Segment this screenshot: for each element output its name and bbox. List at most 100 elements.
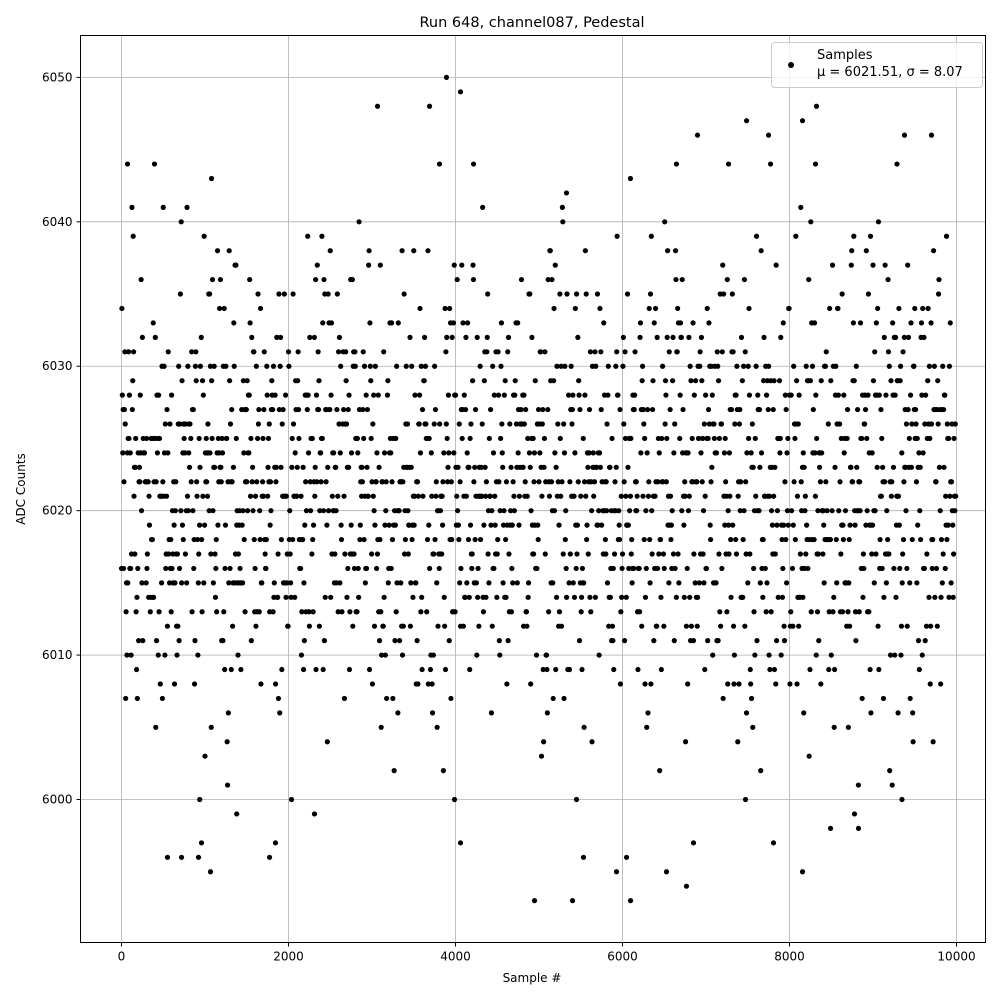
outlier-point [742,796,749,803]
data-point [781,522,787,528]
chart-title: Run 648, channel087, Pedestal [419,15,644,31]
data-point [852,609,859,615]
data-point [508,508,514,514]
data-point [266,421,272,427]
data-point [928,623,934,629]
y-tick-label: 6010 [42,648,73,662]
data-point [227,378,233,384]
data-point [846,536,852,543]
data-point [786,305,792,312]
data-point [737,406,743,413]
data-point [771,493,777,499]
data-point [193,349,199,355]
data-point [482,493,489,499]
data-point [244,479,250,485]
outlier-point [470,161,477,167]
data-point [900,536,907,543]
data-point [691,392,697,398]
data-point [134,695,140,702]
data-point [623,493,629,499]
data-point [433,479,439,485]
outlier-point [266,854,273,860]
data-point [295,406,302,413]
data-point [920,450,926,456]
outlier-point [855,825,862,832]
data-point [483,479,490,485]
data-point [909,421,915,427]
data-point [346,666,353,673]
data-point [724,609,730,615]
data-point [409,363,415,369]
data-point [952,508,958,514]
data-point [306,623,312,629]
data-point [176,363,182,369]
data-point [873,551,879,557]
data-point [219,435,225,442]
data-point [629,536,635,543]
data-point [267,479,274,485]
data-point [342,551,348,557]
data-point [659,435,665,442]
data-point [412,392,418,398]
data-point [716,435,722,442]
data-point [934,623,940,629]
data-point [381,450,388,456]
data-point [625,522,631,528]
data-point [525,594,531,600]
data-point [711,435,717,442]
data-point [702,392,709,398]
data-point [189,609,195,615]
data-point [535,536,541,543]
data-point [252,565,258,572]
data-point [277,334,284,340]
data-point [454,493,460,499]
data-point [392,522,398,528]
data-point [510,580,516,586]
data-point [487,493,493,499]
data-point [491,565,497,572]
outlier-point [694,132,701,138]
data-point [483,594,489,600]
data-point [160,479,166,485]
data-point [652,493,658,499]
data-point [586,406,593,413]
data-point [584,522,590,528]
data-point [257,536,263,543]
data-point [870,522,876,528]
data-point [583,493,589,499]
data-point [948,479,955,485]
data-point [348,450,355,456]
data-point [751,565,757,572]
data-point [881,334,887,340]
data-point [367,363,373,369]
data-point [525,580,532,586]
outlier-point [436,161,443,167]
data-point [544,710,550,716]
data-point [685,450,691,456]
data-point [950,522,956,528]
data-point [383,479,389,485]
data-point [726,450,732,456]
data-point [883,580,889,586]
data-point [439,551,445,557]
data-point [425,681,431,687]
data-point [188,479,194,485]
data-point [937,508,943,514]
data-point [622,435,629,442]
data-point [253,363,259,369]
data-point [388,565,394,572]
data-point [378,724,384,730]
data-point [507,421,513,427]
data-point [877,536,883,543]
data-point [275,551,281,557]
outlier-point [725,161,732,167]
data-point [413,580,419,586]
outlier-point [767,161,774,167]
data-point [826,666,832,673]
data-point [320,508,327,514]
data-point [459,262,465,268]
data-point [132,464,138,470]
data-point [465,536,472,543]
data-point [390,695,396,702]
outlier-point [673,161,680,167]
